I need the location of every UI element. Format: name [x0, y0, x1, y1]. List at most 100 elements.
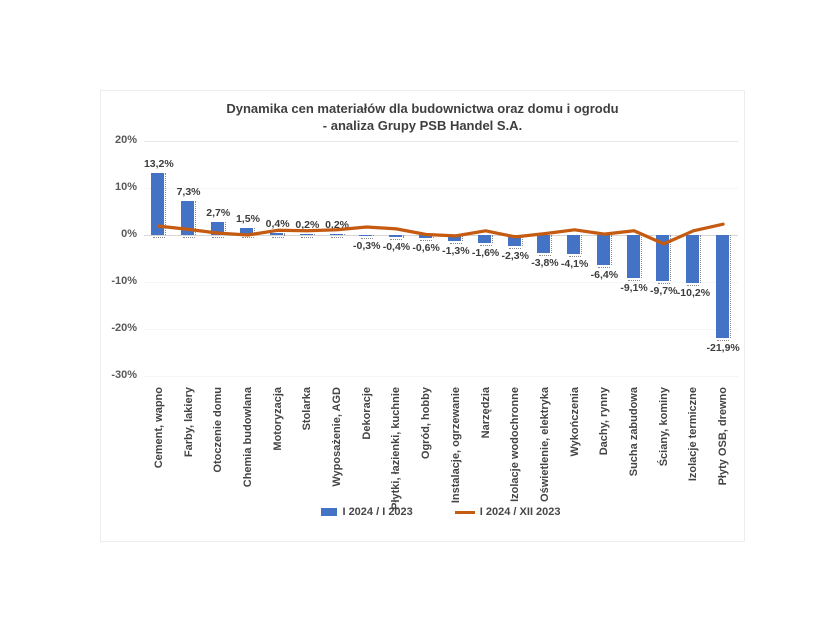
bar-error-whisker-cap — [449, 243, 462, 245]
bar-value-label: 2,7% — [206, 207, 231, 220]
bar-error-whisker-cap — [301, 237, 314, 238]
bar-value-label: 7,3% — [176, 185, 201, 198]
category-label: Sucha zabudowa — [628, 387, 641, 477]
category-label: Płyty OSB, drewno — [717, 387, 730, 486]
category-label: Cement, wapno — [152, 387, 165, 469]
bar-value-label: -6,4% — [590, 269, 619, 282]
bar-value-label: 0,4% — [265, 218, 290, 231]
trend-line-path — [157, 222, 725, 246]
bar — [181, 200, 195, 235]
chart-title: Dynamika cen materiałów dla budownictwa … — [101, 100, 744, 134]
bar — [478, 235, 492, 243]
bar-error-whisker — [610, 235, 612, 266]
bar-error-whisker — [165, 172, 167, 235]
bar-value-label: -9,1% — [620, 281, 648, 294]
legend-bar-label: I 2024 / I 2023 — [342, 506, 413, 518]
y-axis-tick-label: -10% — [111, 275, 137, 287]
category-label: Oświetlenie, elektryka — [538, 387, 551, 502]
bar-error-whisker — [402, 235, 404, 237]
legend-line-swatch-icon — [454, 510, 475, 514]
bar-error-whisker-cap — [568, 256, 581, 258]
bar — [656, 235, 670, 281]
legend-item-bars: I 2024 / I 2023 — [321, 506, 413, 518]
bar-value-label: -21,9% — [706, 341, 740, 354]
bar-error-whisker-cap — [479, 244, 492, 246]
bar-error-whisker-cap — [331, 237, 344, 238]
y-axis-tick-label: 20% — [114, 134, 137, 146]
bar — [596, 235, 610, 266]
bar — [329, 234, 343, 236]
category-label: Motoryzacja — [271, 387, 284, 451]
bar-error-whisker-cap — [687, 284, 700, 286]
bar — [448, 235, 462, 242]
bar-error-whisker — [373, 235, 375, 237]
bar-value-label: -9,7% — [650, 284, 678, 297]
trend-line — [157, 222, 725, 246]
bar-error-whisker-cap — [212, 237, 225, 238]
category-label: Dachy, rynny — [598, 387, 611, 456]
bar — [507, 235, 521, 246]
bar-error-whisker-cap — [598, 267, 611, 269]
bar — [715, 235, 729, 338]
bar-error-whisker — [343, 234, 345, 235]
category-label: Instalacje, ogrzewanie — [449, 387, 462, 504]
bar-error-whisker-cap — [241, 237, 254, 238]
bar — [299, 234, 313, 236]
bar-value-label: 0,2% — [295, 219, 320, 232]
chart-title-line2: - analiza Grupy PSB Handel S.A. — [322, 118, 523, 133]
bar — [685, 235, 699, 283]
bar — [240, 227, 254, 235]
bar-error-whisker-cap — [420, 239, 433, 241]
bar-value-label: -0,6% — [412, 241, 440, 254]
bar-error-whisker-cap — [271, 237, 284, 238]
legend-item-line: I 2024 / XII 2023 — [454, 506, 561, 518]
bar-error-whisker — [462, 235, 464, 242]
gridline — [144, 188, 738, 189]
category-label: Izolacje termiczne — [687, 387, 700, 482]
bar — [359, 235, 373, 237]
bar-error-whisker-cap — [390, 238, 403, 240]
bar-error-whisker-cap — [152, 237, 165, 238]
plot-area: 20% 10% 0% -10% -20% -30% 13,2% Cement, wapno 7,… — [101, 91, 744, 541]
category-label: Farby, lakiery — [182, 387, 195, 458]
bar — [270, 233, 284, 235]
bar-value-label: -2,3% — [501, 249, 529, 262]
legend: I 2024 / I 2023 I 2024 / XII 2023 — [144, 506, 738, 518]
bar-error-whisker-cap — [509, 247, 522, 249]
bar-error-whisker-cap — [628, 279, 641, 281]
bar-value-label: -4,1% — [560, 258, 589, 271]
category-label: Chemia budowlana — [241, 387, 254, 488]
y-axis-tick-label: -20% — [111, 322, 137, 334]
category-label: Stolarka — [301, 387, 314, 431]
bar-value-label: -0,4% — [382, 240, 411, 253]
legend-bar-swatch-icon — [321, 508, 338, 516]
bar — [567, 235, 581, 255]
bar-error-whisker-cap — [657, 282, 670, 284]
bar-value-label: -3,8% — [531, 256, 559, 269]
bar-error-whisker — [551, 235, 553, 253]
category-label: Dekoracje — [360, 387, 373, 440]
bar-error-whisker — [492, 235, 494, 243]
bar-error-whisker-cap — [717, 339, 730, 341]
category-label: Otoczenie domu — [212, 387, 225, 473]
category-label: Ściany, kominy — [657, 387, 670, 467]
gridline — [144, 376, 738, 377]
bar-error-whisker — [670, 235, 672, 281]
bar-value-label: 13,2% — [143, 157, 174, 170]
y-axis-tick-label: 10% — [114, 181, 137, 193]
bar-error-whisker — [581, 235, 583, 255]
bar-error-whisker-cap — [360, 238, 373, 240]
gridline — [144, 282, 738, 283]
category-label: Ogród, hobby — [420, 387, 433, 460]
category-label: Płytki, łazienki, kuchnie — [390, 387, 403, 510]
chart-area: Dynamika cen materiałów dla budownictwa … — [100, 90, 745, 542]
bar — [388, 235, 402, 237]
bar-error-whisker — [699, 235, 701, 283]
bar-error-whisker — [640, 235, 642, 278]
bar-error-whisker — [195, 200, 197, 235]
bar-value-label: -1,3% — [442, 245, 470, 258]
bar-error-whisker — [284, 233, 286, 235]
bar-error-whisker-cap — [538, 254, 551, 256]
category-label: Wykończenia — [568, 387, 581, 457]
